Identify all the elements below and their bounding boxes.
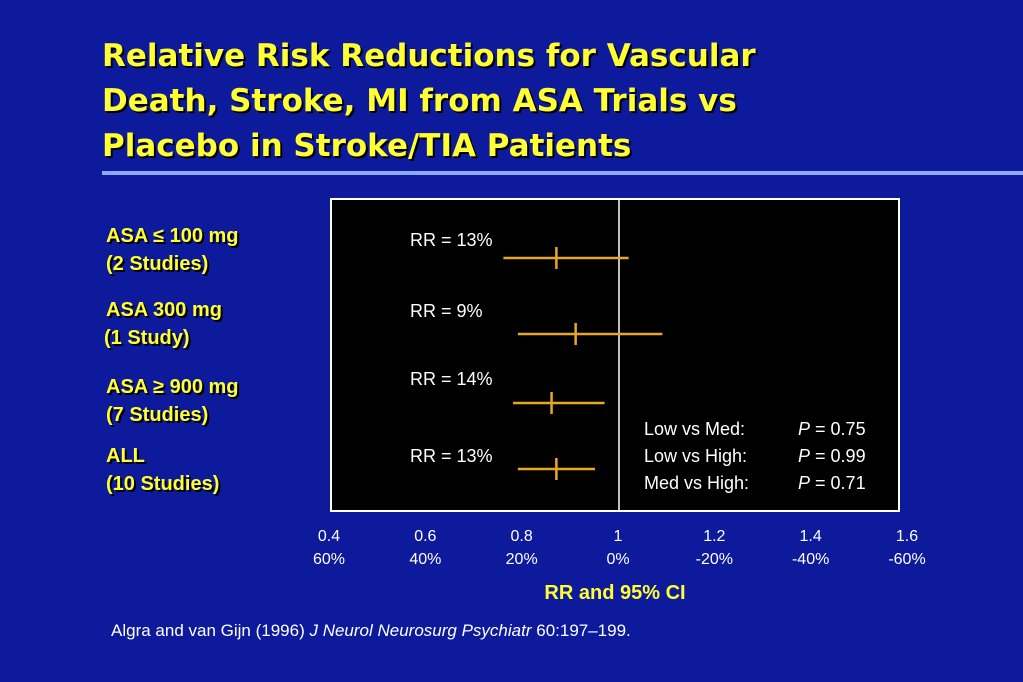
title-line: Placebo in Stroke/TIA Patients [102, 128, 632, 164]
p-value-row: Med vs High: P = 0.71 [644, 470, 866, 497]
x-tick-label-percent: 60% [312, 551, 346, 568]
slide-title: Relative Risk Reductions for Vascular De… [102, 34, 982, 169]
p-value-row: Low vs High: P = 0.99 [644, 443, 866, 470]
x-tick-label: 1.6 [895, 528, 919, 545]
group-name: ASA ≤ 100 mg [106, 225, 239, 247]
x-tick-label-percent: -20% [695, 551, 733, 568]
group-name: ASA ≥ 900 mg [106, 376, 239, 398]
group-studies: (10 Studies) [106, 473, 220, 495]
plot-area [330, 198, 900, 512]
p-label: P [798, 446, 811, 466]
rr-label: RR = 13% [410, 446, 493, 466]
x-axis-label: RR and 95% CI [544, 582, 686, 604]
p-value-table: Low vs Med: P = 0.75 Low vs High: P = 0.… [644, 416, 866, 497]
citation-ref: 60:197–199. [536, 621, 631, 640]
title-divider [102, 171, 1023, 175]
p-value: = 0.71 [815, 473, 866, 493]
group-name: ASA 300 mg [106, 299, 222, 321]
comparison: Low vs High: [644, 446, 748, 466]
x-tick-label-percent: -60% [888, 551, 926, 568]
x-tick-label: 0.8 [510, 528, 533, 545]
group-studies: (1 Study) [104, 327, 190, 349]
group-label-high-dose: ASA ≥ 900 mg (7 Studies) [106, 373, 239, 429]
group-label-medium-dose: ASA 300 mg (1 Study) [104, 296, 222, 352]
group-label-all: ALL (10 Studies) [106, 442, 219, 498]
group-studies: (2 Studies) [106, 253, 209, 275]
p-value-row: Low vs Med: P = 0.75 [644, 416, 866, 443]
citation: Algra and van Gijn (1996) J Neurol Neuro… [111, 621, 631, 641]
p-label: P [798, 419, 811, 439]
citation-authors: Algra and van Gijn (1996) [111, 621, 305, 640]
citation-journal: J Neurol Neurosurg Psychiatr [309, 621, 532, 640]
rr-label: RR = 13% [410, 230, 493, 250]
group-studies: (7 Studies) [106, 404, 209, 426]
rr-label: RR = 14% [410, 369, 493, 389]
rr-label: RR = 9% [410, 301, 483, 321]
comparison: Med vs High: [644, 473, 750, 493]
x-tick-label: 1 [613, 528, 623, 545]
comparison: Low vs Med: [644, 419, 746, 439]
title-line: Death, Stroke, MI from ASA Trials vs [102, 83, 737, 119]
title-line: Relative Risk Reductions for Vascular [102, 38, 756, 74]
p-value: = 0.99 [815, 446, 866, 466]
x-tick-label: 0.6 [414, 528, 437, 545]
group-name: ALL [106, 445, 145, 467]
x-tick-label-percent: 40% [409, 551, 442, 568]
group-label-low-dose: ASA ≤ 100 mg (2 Studies) [106, 222, 239, 278]
x-tick-label: 1.4 [799, 528, 822, 545]
p-value: = 0.75 [815, 419, 866, 439]
x-tick-label-percent: 20% [505, 551, 538, 568]
x-tick-label-percent: 0% [606, 551, 630, 568]
x-tick-label-percent: -40% [791, 551, 830, 568]
x-tick-label: 0.4 [317, 528, 341, 545]
p-label: P [798, 473, 811, 493]
x-tick-label: 1.2 [703, 528, 726, 545]
